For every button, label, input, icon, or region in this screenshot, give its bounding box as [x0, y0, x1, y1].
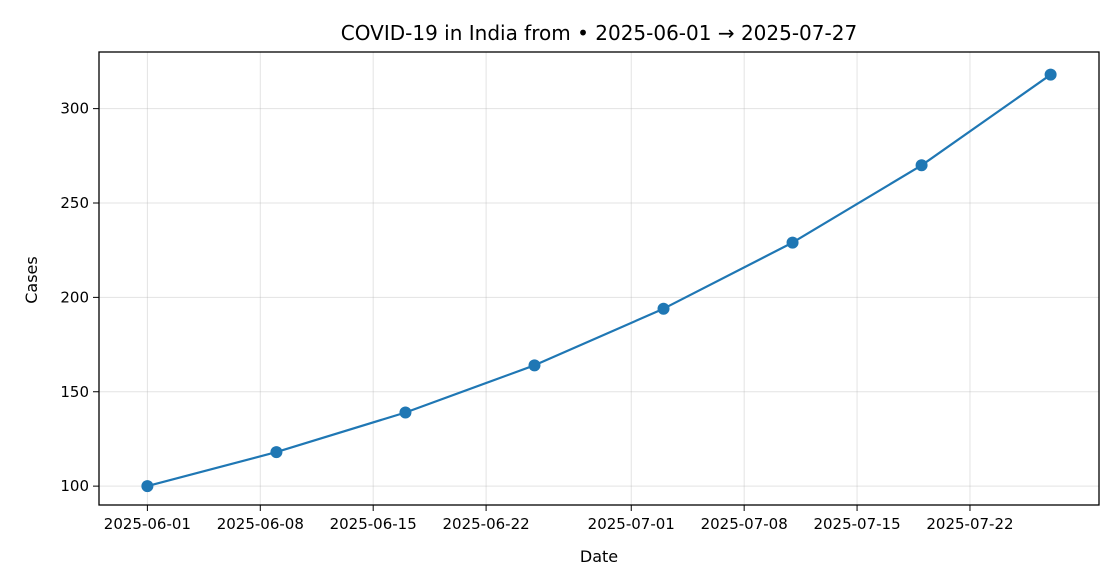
y-tick-label: 250 [60, 194, 89, 212]
data-point [657, 302, 670, 315]
data-point [528, 359, 541, 372]
grid [99, 52, 1099, 505]
series-group [141, 68, 1057, 493]
data-point [141, 480, 154, 493]
y-tick-label: 150 [60, 383, 89, 401]
data-point [399, 406, 412, 419]
x-tick-label: 2025-06-22 [443, 515, 530, 533]
data-point [786, 236, 799, 249]
x-tick-label: 2025-06-15 [330, 515, 417, 533]
x-tick-label: 2025-06-08 [217, 515, 304, 533]
y-axis-label: Cases [22, 256, 41, 304]
x-tick-label: 2025-06-01 [104, 515, 191, 533]
y-axis: 100 150 200 250 300 [60, 100, 99, 495]
data-point [270, 446, 283, 459]
data-point [1044, 68, 1057, 81]
x-tick-label: 2025-07-01 [588, 515, 675, 533]
y-tick-label: 100 [60, 477, 89, 495]
x-tick-label: 2025-07-22 [926, 515, 1013, 533]
chart-title: COVID-19 in India from • 2025-06-01 → 20… [341, 21, 857, 45]
x-axis: 2025-06-01 2025-06-08 2025-06-15 2025-06-22… [104, 505, 1014, 533]
x-axis-label: Date [580, 547, 618, 566]
y-tick-label: 200 [60, 288, 89, 306]
plot-area-frame [98, 51, 1100, 506]
series-line [147, 73, 1052, 488]
x-tick-label: 2025-07-08 [701, 515, 788, 533]
x-tick-label: 2025-07-15 [813, 515, 900, 533]
y-tick-label: 300 [60, 100, 89, 118]
data-point [915, 159, 928, 172]
